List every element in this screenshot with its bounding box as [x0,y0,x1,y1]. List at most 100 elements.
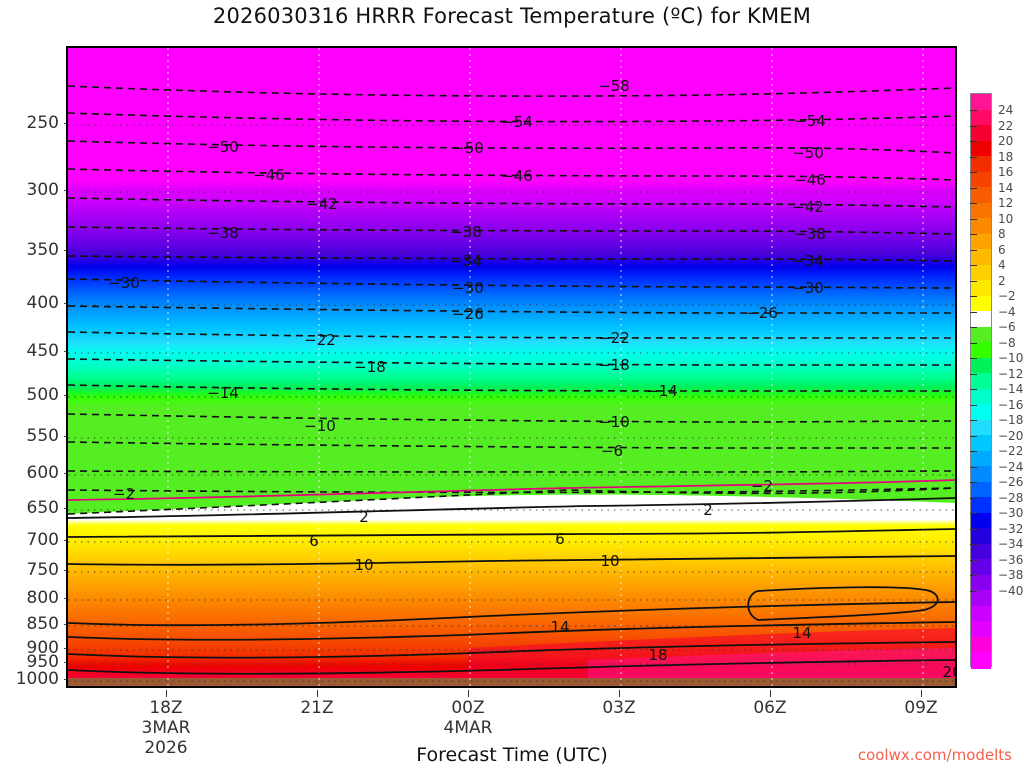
colorbar-tick-label: −8 [998,335,1016,350]
colorbar-tick-label: 18 [998,149,1014,164]
x-axis-tick-mark [166,690,167,697]
colorbar-tick [970,141,977,143]
colorbar-tick [970,125,977,127]
x-tick-year: 2026 [144,738,188,758]
contour-label: −34 [792,252,824,270]
contour-label: −34 [450,252,482,270]
contour-label: −38 [794,225,826,243]
colorbar-tick-label: 24 [998,103,1014,117]
colorbar-segment [971,125,991,142]
colorbar-tick-label: 12 [998,196,1014,211]
contour-label: −10 [304,417,336,435]
colorbar-tick [970,110,977,111]
contour-label: −14 [207,384,239,402]
colorbar-segment [971,559,991,576]
contour-label: 2 [359,508,369,526]
contour-label: −54 [794,112,826,130]
colorbar-segment [971,652,991,669]
contour-label: −38 [207,224,239,242]
colorbar-tick-label: −18 [998,413,1024,428]
colorbar-segment [971,512,991,529]
colorbar-tick-label: 6 [998,242,1006,257]
contour-label: −22 [304,331,336,349]
contour-label: −30 [452,279,484,297]
contour-label: 6 [309,532,319,550]
x-tick-time: 06Z [753,698,787,718]
colorbar-segment [971,264,991,281]
colorbar-tick [970,544,977,546]
contour-label: 18 [648,646,667,664]
colorbar-tick-label: −10 [998,351,1024,366]
colorbar-segment [971,528,991,545]
colorbar-tick [970,420,977,422]
colorbar-tick [970,187,977,189]
x-axis-tick-label: 21Z [300,698,333,718]
contour-label: −6 [601,442,623,460]
colorbar-segment [971,621,991,638]
colorbar-tick [970,358,977,360]
y-axis-tick-label: 750 [26,560,59,580]
y-axis-tick-label: 950 [26,652,59,672]
colorbar [970,93,992,669]
colorbar-segment [971,419,991,436]
contour-label: −50 [207,138,239,156]
contour-label: 10 [354,556,373,574]
colorbar-segment [971,187,991,204]
colorbar-tick [970,389,977,391]
contour-label: −42 [792,198,824,216]
contour-label: −38 [450,223,482,241]
x-axis-tick-label: 00Z 4MAR [444,698,493,738]
colorbar-tick-label: −24 [998,459,1024,474]
x-tick-time: 21Z [300,698,334,718]
x-axis-tick-mark [317,690,318,697]
temperature-field: −58 −54 −54 −50 −50 −50 −46 −46 −46 −42 −42 −38 −38 −… [68,48,955,686]
colorbar-segment [971,388,991,405]
colorbar-tick [970,327,977,329]
colorbar-tick [970,497,977,499]
contour-label: −30 [108,274,140,292]
colorbar-segment [971,280,991,297]
y-axis-tick-label: 500 [26,385,59,405]
colorbar-tick [970,296,977,298]
y-axis-tick-label: 400 [26,293,59,313]
colorbar-segment [971,404,991,421]
x-tick-time: 18Z [149,698,183,718]
contour-label: −30 [792,279,824,297]
contour-label: −14 [646,382,678,400]
y-axis-tick-label: 800 [26,588,59,608]
x-tick-date: 4MAR [443,718,493,738]
colorbar-tick [970,466,977,468]
contour-label: −26 [746,304,778,322]
colorbar-tick-label: −36 [998,552,1024,567]
y-axis-tick-label: 450 [26,341,59,361]
y-axis-tick-label: 700 [26,530,59,550]
colorbar-tick-label: 14 [998,180,1014,195]
contour-label: −22 [598,329,630,347]
contour-label: −10 [598,413,630,431]
colorbar-segment [971,450,991,467]
colorbar-segment [971,590,991,607]
colorbar-tick [970,172,977,174]
colorbar-segment [971,636,991,654]
colorbar-tick-label: −4 [998,304,1016,319]
contour-label: −46 [253,166,285,184]
x-axis-tick-mark [921,690,922,697]
colorbar-tick-label: −32 [998,521,1024,536]
colorbar-tick [970,156,977,158]
x-tick-date: 3MAR [141,718,191,738]
contour-label: 2 [703,501,713,519]
colorbar-tick-label: −12 [998,366,1024,381]
contour-label: 20 [942,663,955,681]
x-axis-tick-mark [468,690,469,697]
colorbar-tick-label: −26 [998,475,1024,490]
colorbar-tick-label: 20 [998,134,1014,149]
contour-label: −54 [501,113,533,131]
contour-label: −42 [306,195,338,213]
colorbar-segment [971,357,991,374]
colorbar-tick [970,342,977,344]
x-axis-tick-label: 06Z [753,698,786,718]
colorbar-tick [970,404,977,406]
colorbar-segment [971,295,991,312]
colorbar-tick-label: 10 [998,211,1014,226]
